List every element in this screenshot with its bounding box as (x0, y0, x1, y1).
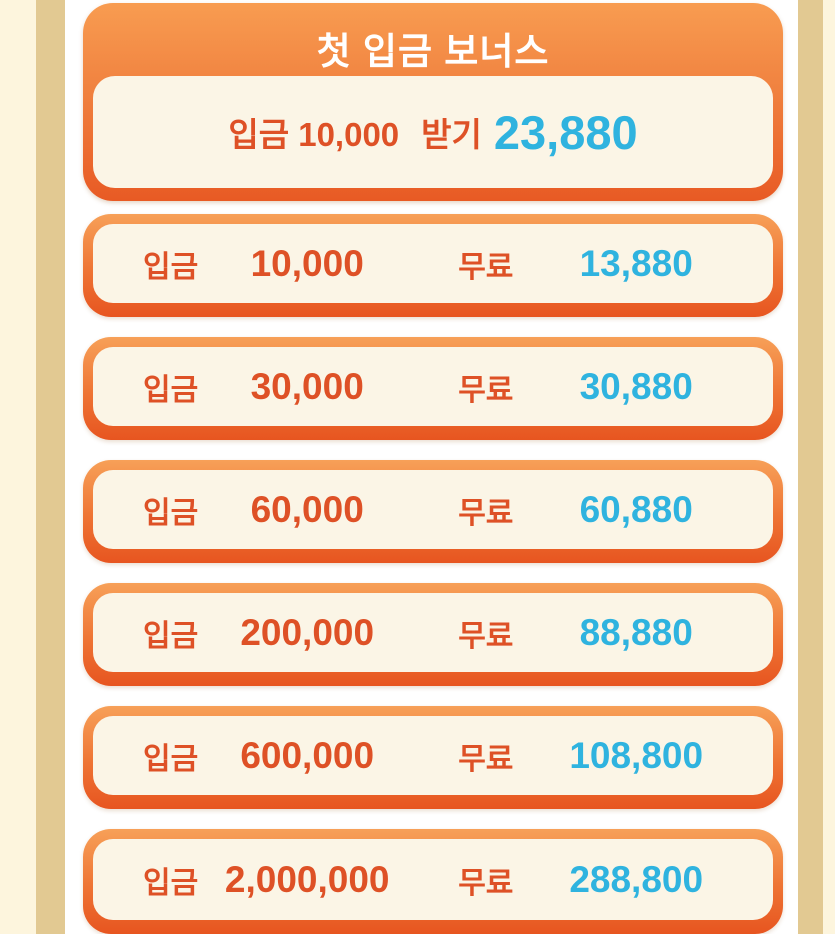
deposit-tier-row[interactable]: 입금 200,000 무료 88,880 (83, 583, 783, 686)
deposit-tier-row[interactable]: 입금 30,000 무료 30,880 (83, 337, 783, 440)
bonus-amount: 13,880 (579, 242, 693, 284)
deposit-tier-row[interactable]: 입금 10,000 무료 13,880 (83, 214, 783, 317)
claim-bonus-amount: 23,880 (493, 105, 638, 159)
bonus-amount: 60,880 (579, 488, 693, 530)
claim-deposit-text: 입금 10,000 (228, 116, 400, 153)
deposit-tier-row-inner: 입금 2,000,000 무료 288,800 (93, 839, 773, 920)
claim-bonus-button[interactable]: 입금 10,000 받기 23,880 (93, 76, 773, 188)
deposit-label: 입금 (143, 373, 199, 407)
free-label: 무료 (458, 373, 514, 407)
deposit-tier-row-inner: 입금 30,000 무료 30,880 (93, 347, 773, 426)
deposit-tier-row[interactable]: 입금 2,000,000 무료 288,800 (83, 829, 783, 934)
deposit-tier-row-inner: 입금 10,000 무료 13,880 (93, 224, 773, 303)
deposit-amount: 600,000 (240, 734, 375, 776)
deposit-amount: 2,000,000 (224, 858, 390, 900)
bonus-amount: 30,880 (579, 365, 693, 407)
right-tan-border (798, 0, 823, 934)
deposit-label: 입금 (143, 742, 199, 776)
free-label: 무료 (458, 742, 514, 776)
deposit-tier-row-inner: 입금 600,000 무료 108,800 (93, 716, 773, 795)
deposit-label: 입금 (143, 866, 199, 900)
bonus-panel: 첫 입금 보너스 입금 10,000 받기 23,880 입금 10,000 무… (83, 0, 783, 934)
left-tan-border (36, 0, 65, 934)
deposit-tier-row-inner: 입금 60,000 무료 60,880 (93, 470, 773, 549)
free-label: 무료 (458, 866, 514, 900)
claim-action-label: 받기 (421, 116, 482, 153)
deposit-label: 입금 (143, 619, 199, 653)
bonus-amount: 108,800 (569, 734, 704, 776)
left-cream-border (0, 0, 36, 934)
deposit-label: 입금 (143, 250, 199, 284)
claim-bonus-line: 입금 10,000 받기 23,880 (228, 105, 637, 160)
free-label: 무료 (458, 619, 514, 653)
deposit-label: 입금 (143, 496, 199, 530)
deposit-tier-row[interactable]: 입금 600,000 무료 108,800 (83, 706, 783, 809)
deposit-amount: 200,000 (240, 611, 375, 653)
free-label: 무료 (458, 496, 514, 530)
bonus-amount: 88,880 (579, 611, 693, 653)
first-deposit-bonus-card: 첫 입금 보너스 입금 10,000 받기 23,880 (83, 3, 783, 201)
deposit-tier-row[interactable]: 입금 60,000 무료 60,880 (83, 460, 783, 563)
first-deposit-bonus-title: 첫 입금 보너스 (316, 31, 550, 72)
deposit-amount: 60,000 (250, 488, 364, 530)
deposit-amount: 10,000 (250, 242, 364, 284)
bonus-amount: 288,800 (569, 858, 704, 900)
right-cream-border (823, 0, 835, 934)
deposit-tier-row-inner: 입금 200,000 무료 88,880 (93, 593, 773, 672)
deposit-amount: 30,000 (250, 365, 364, 407)
free-label: 무료 (458, 250, 514, 284)
